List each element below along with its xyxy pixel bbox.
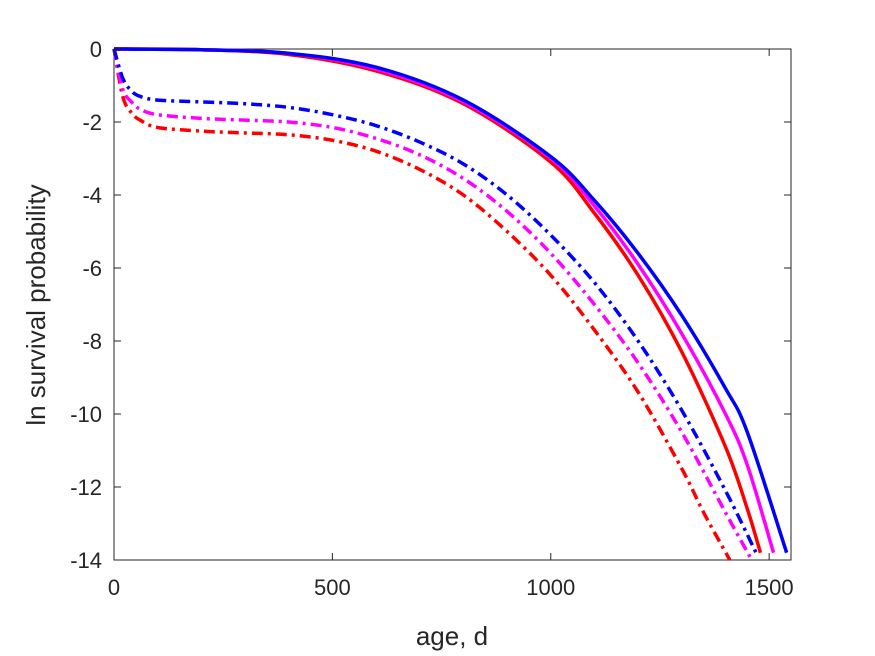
y-tick-label: 0: [90, 37, 102, 62]
y-tick-label: -14: [70, 548, 102, 573]
tick-layer: 0 500 1000 1500 0 -2 -4 -6 -8 -10 -12 -14: [70, 37, 793, 600]
series-line-3: [113, 47, 789, 554]
x-tick-label: 0: [108, 575, 120, 600]
series-line-5: [112, 48, 754, 561]
series-layer: [112, 47, 789, 561]
y-tick-label: -12: [70, 475, 102, 500]
y-tick-label: -2: [82, 110, 102, 135]
plot-area: [113, 48, 792, 561]
x-tick-label: 1000: [526, 575, 575, 600]
x-tick-label: 500: [314, 575, 351, 600]
y-axis-label: ln survival probability: [21, 184, 51, 425]
y-tick-label: -10: [70, 402, 102, 427]
y-tick-label: -6: [82, 256, 102, 281]
x-axis-label: age, d: [416, 621, 488, 651]
series-line-6: [112, 48, 758, 554]
x-tick-label: 1500: [745, 575, 794, 600]
y-tick-label: -4: [82, 183, 102, 208]
y-tick-label: -8: [82, 329, 102, 354]
series-line-4: [112, 48, 732, 561]
